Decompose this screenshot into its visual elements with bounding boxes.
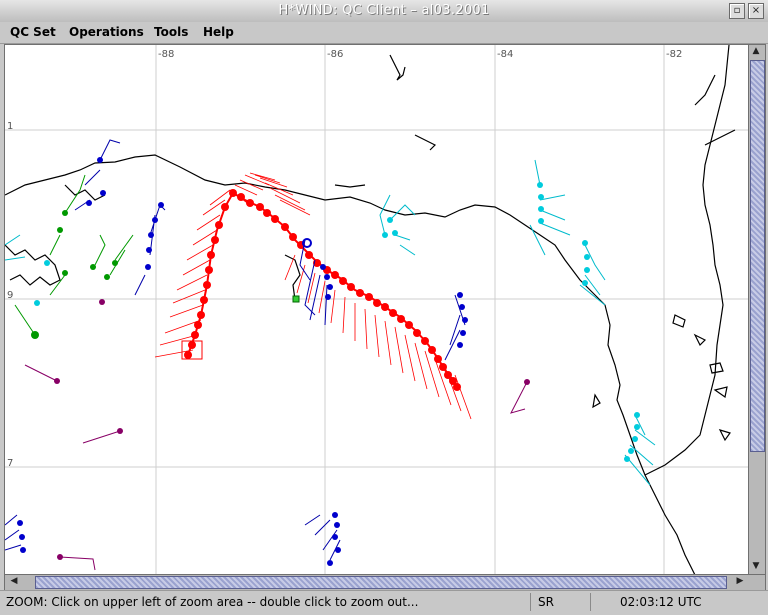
track-wind-barbs — [154, 172, 472, 420]
lon-label-82: -82 — [666, 49, 682, 60]
map-canvas[interactable]: -88 -86 -84 -82 1 9 7 — [4, 44, 749, 576]
window-title: H*WIND: QC Client – al03.2001 — [278, 3, 490, 18]
scroll-up-arrow-icon[interactable]: ▲ — [752, 46, 760, 56]
graticule — [5, 45, 748, 575]
status-message: ZOOM: Click on upper left of zoom area -… — [6, 595, 419, 609]
menu-qc-set[interactable]: QC Set — [10, 25, 56, 39]
ship-barbs — [24, 364, 528, 571]
map-drawing: -88 -86 -84 -82 1 9 7 — [5, 45, 748, 575]
menu-bar: QC Set Operations Tools Help — [0, 22, 768, 44]
lon-label-86: -86 — [327, 49, 343, 60]
minimize-button[interactable]: ▫ — [729, 3, 745, 19]
hurricane-track-points — [184, 189, 461, 391]
title-bar[interactable]: H*WIND: QC Client – al03.2001 ▫ × — [0, 0, 768, 23]
cman-barbs — [5, 159, 656, 486]
coastline — [5, 45, 736, 575]
land-stations — [31, 210, 300, 339]
scroll-left-arrow-icon[interactable]: ◀ — [10, 576, 18, 586]
buoy-barbs — [5, 139, 466, 561]
menu-help[interactable]: Help — [203, 25, 234, 39]
menu-tools[interactable]: Tools — [154, 25, 189, 39]
buoy-stations — [17, 157, 468, 566]
lon-label-88: -88 — [158, 49, 174, 60]
lat-label-9: 9 — [7, 290, 13, 301]
vertical-scrollbar[interactable]: ▲ ▼ — [748, 44, 766, 576]
horizontal-scroll-thumb[interactable] — [35, 576, 727, 589]
scroll-right-arrow-icon[interactable]: ▶ — [736, 576, 744, 586]
status-bar: ZOOM: Click on upper left of zoom area -… — [0, 590, 768, 615]
hurricane-track-line — [187, 191, 458, 388]
status-mode: SR — [538, 595, 554, 609]
horizontal-scrollbar[interactable]: ◀ ▶ — [4, 574, 766, 591]
lat-label-7: 7 — [7, 458, 13, 469]
status-divider — [590, 593, 591, 611]
ship-stations — [54, 299, 530, 560]
land-barbs — [14, 174, 134, 336]
menu-operations[interactable]: Operations — [69, 25, 144, 39]
lon-label-84: -84 — [497, 49, 513, 60]
status-time: 02:03:12 UTC — [620, 595, 702, 609]
scroll-down-arrow-icon[interactable]: ▼ — [752, 561, 760, 571]
vertical-scroll-thumb[interactable] — [750, 60, 765, 452]
status-divider — [530, 593, 531, 611]
track-start-box — [181, 340, 203, 360]
close-button[interactable]: × — [748, 3, 764, 19]
lat-label-1: 1 — [7, 121, 13, 132]
cman-stations — [34, 182, 640, 462]
